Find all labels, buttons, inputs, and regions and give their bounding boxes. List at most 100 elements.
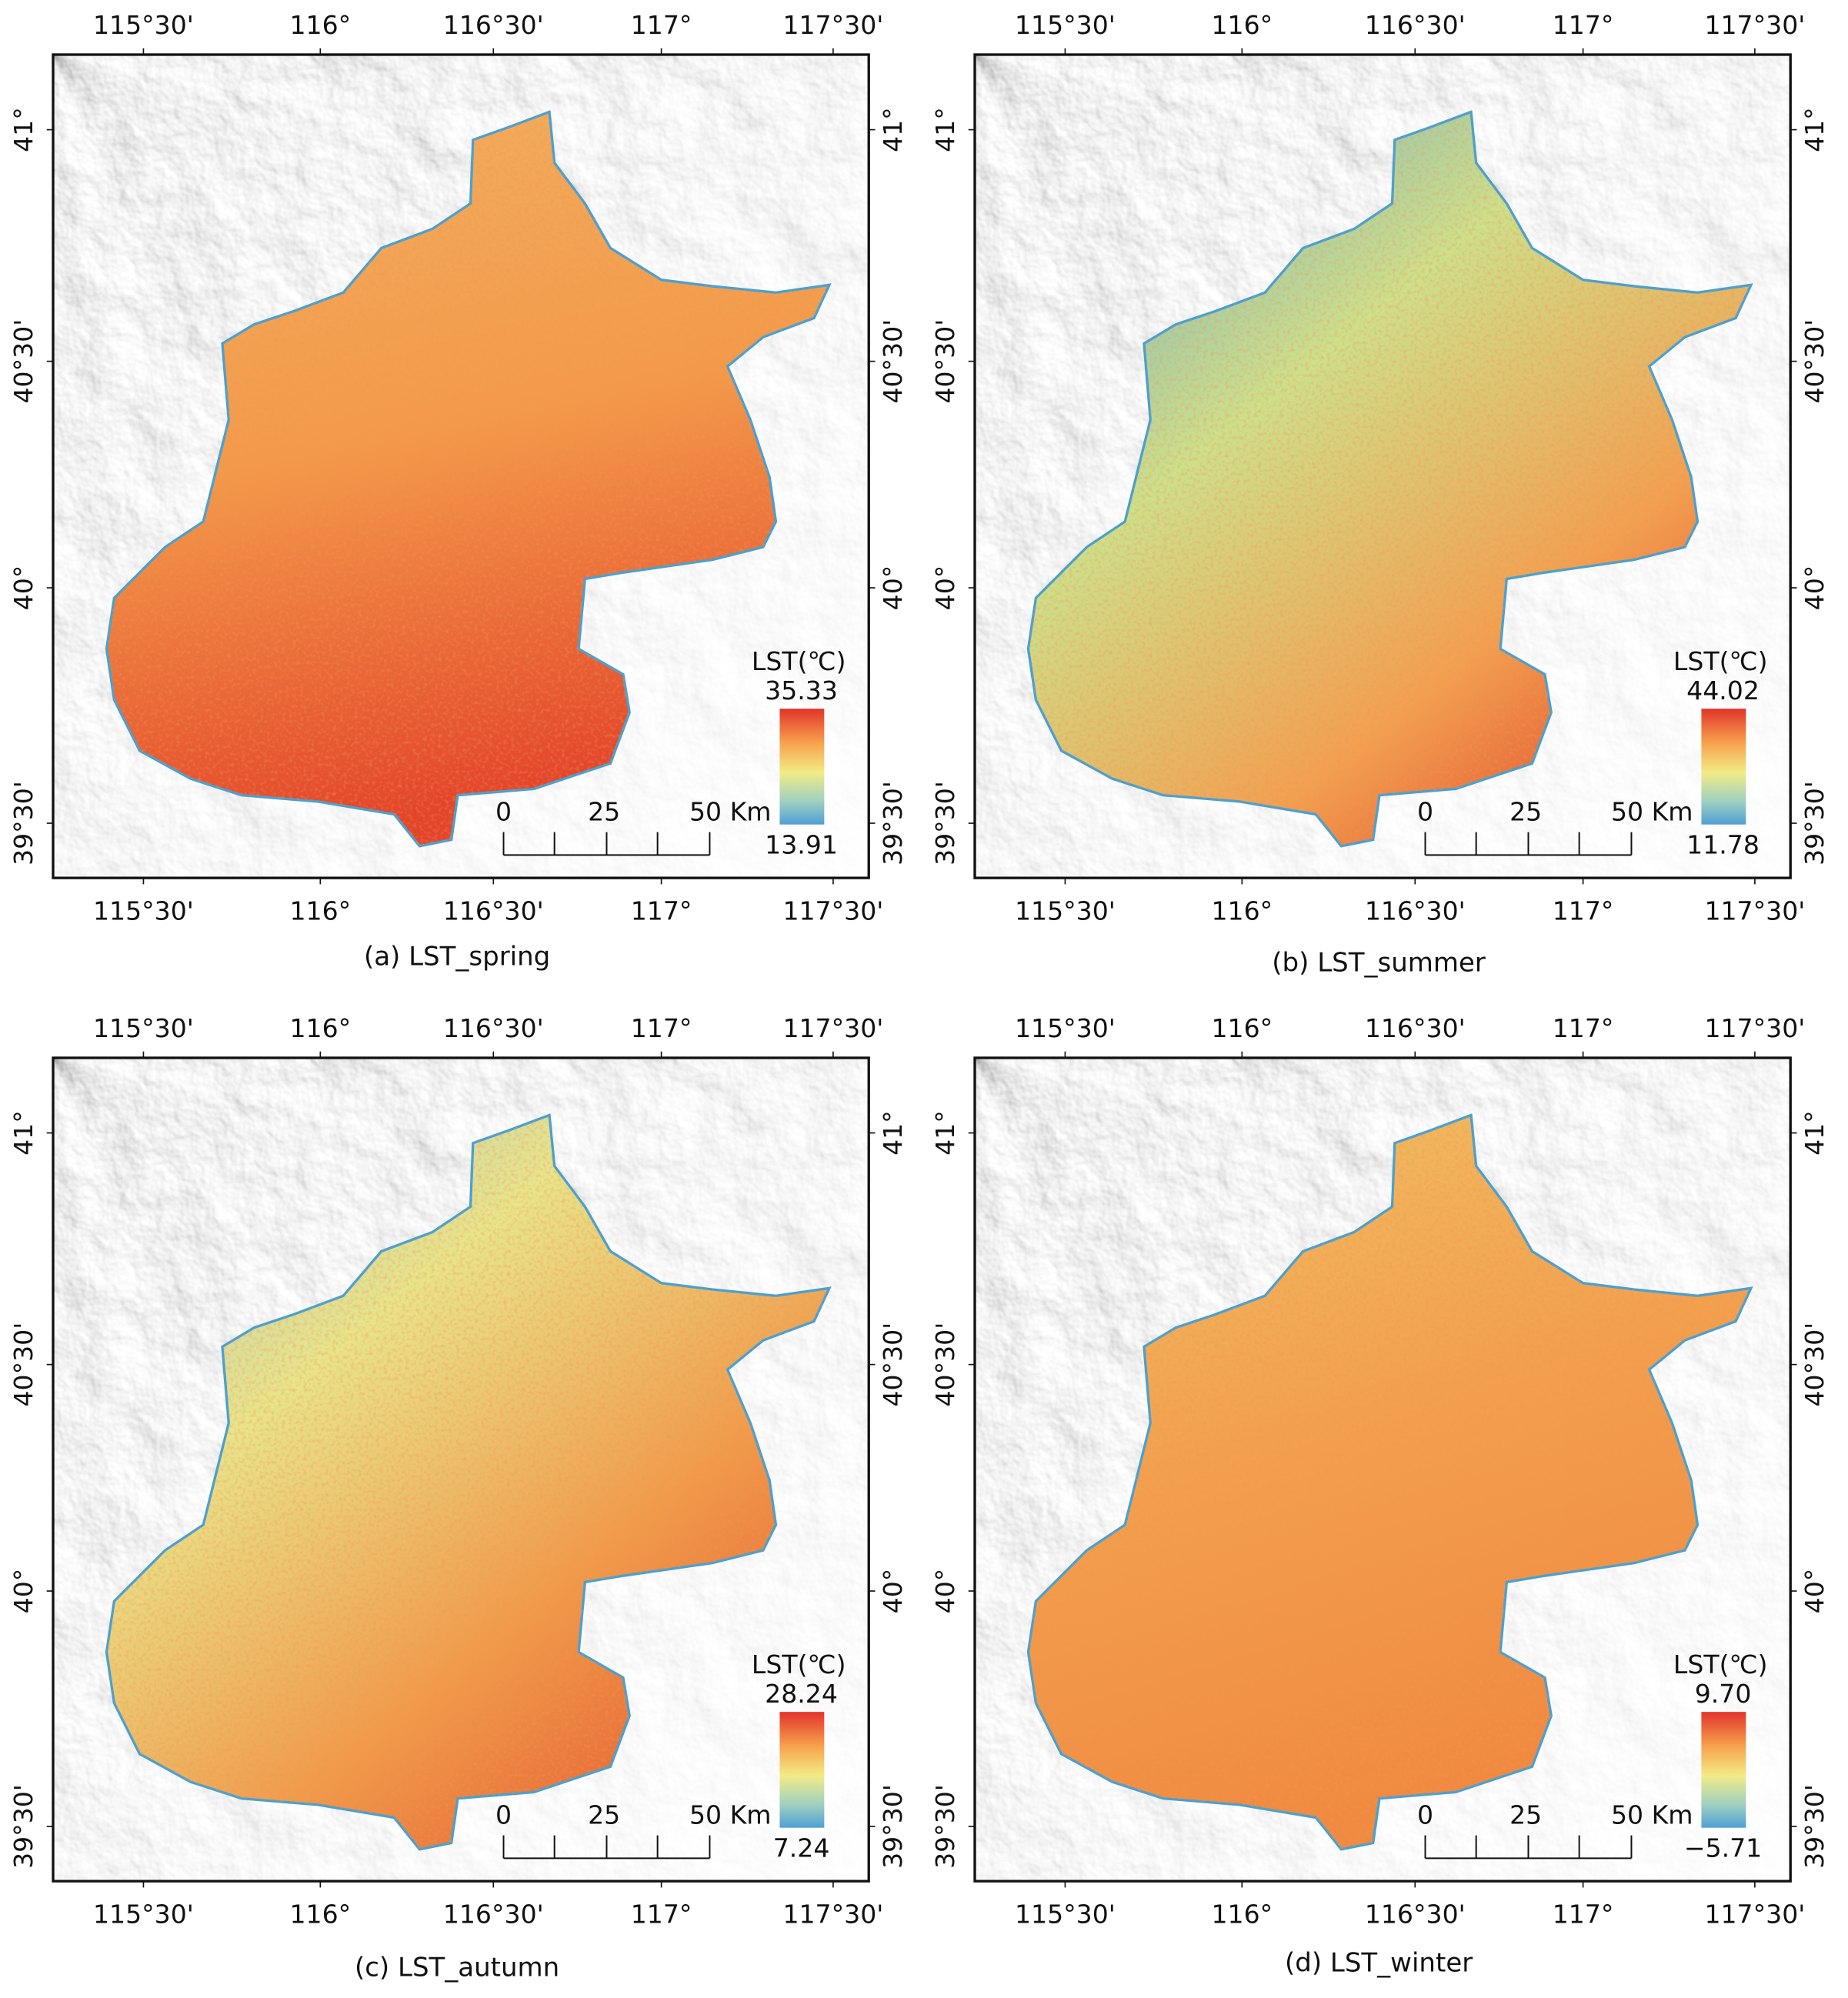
lon-label-bottom: 117°30' — [1704, 896, 1805, 926]
lat-label-right: 39°30' — [1800, 1784, 1830, 1869]
lon-label-bottom: 117°30' — [1704, 1899, 1805, 1929]
panel-caption: (b) LST_summer — [1272, 948, 1486, 979]
legend-max: 9.70 — [1695, 1679, 1752, 1709]
lat-label-left: 41° — [930, 107, 960, 152]
lon-label-bottom: 116°30' — [1365, 896, 1466, 926]
scale-label: 25 — [588, 796, 620, 826]
map-content — [975, 1058, 1791, 1882]
lat-label-right: 39°30' — [878, 781, 908, 866]
lat-label-left: 41° — [8, 107, 38, 152]
scale-label: 50 Km — [689, 1800, 772, 1830]
scale-label: 25 — [1509, 796, 1542, 826]
map-frame — [52, 53, 870, 879]
lat-label-right: 40°30' — [878, 319, 908, 404]
lat-label-right: 41° — [878, 107, 908, 152]
lon-label-top: 117°30' — [782, 1013, 883, 1043]
legend-min: 13.91 — [765, 829, 838, 859]
color-bar — [779, 1712, 825, 1828]
lat-label-right: 39°30' — [1800, 781, 1830, 866]
map-panel: 115°30' 115°30' 116° 116° 116°30' 116°30' 117°… — [930, 1013, 1830, 1929]
lon-label-top: 116°30' — [443, 10, 544, 40]
lon-label-bottom: 117°30' — [782, 1899, 883, 1929]
map-panel: 115°30' 115°30' 116° 116° 116°30' 116°30' 117°… — [930, 10, 1830, 926]
map-panel: 115°30' 115°30' 116° 116° 116°30' 116°30' 117°… — [8, 1013, 908, 1929]
legend-title: LST(℃) — [752, 646, 846, 676]
lon-label-top: 116° — [289, 1013, 351, 1043]
scale-label: 50 Km — [1611, 1800, 1693, 1830]
lat-label-left: 39°30' — [8, 781, 38, 866]
lat-label-left: 39°30' — [930, 781, 960, 866]
lon-label-bottom: 116° — [1211, 1899, 1273, 1929]
color-bar — [1701, 1712, 1746, 1828]
lat-label-right: 41° — [1800, 107, 1830, 152]
lat-label-right: 41° — [878, 1110, 908, 1156]
map-panel: 115°30' 115°30' 116° 116° 116°30' 116°30' 117°… — [8, 10, 908, 926]
scale-label: 0 — [495, 796, 512, 826]
legend-max: 28.24 — [765, 1679, 838, 1709]
lat-label-right: 40° — [1800, 565, 1830, 611]
legend-max: 35.33 — [765, 675, 838, 705]
lat-label-left: 39°30' — [930, 1784, 960, 1869]
lat-label-left: 39°30' — [8, 1784, 38, 1869]
lon-label-top: 116° — [1211, 10, 1273, 40]
lon-label-bottom: 117° — [631, 896, 692, 926]
lon-label-top: 116° — [289, 10, 351, 40]
lon-label-top: 115°30' — [1015, 10, 1116, 40]
lon-label-bottom: 115°30' — [93, 1899, 194, 1929]
color-bar — [779, 709, 825, 825]
panel-caption: (d) LST_winter — [1285, 1948, 1473, 1979]
lon-label-bottom: 116°30' — [1365, 1899, 1466, 1929]
lon-label-bottom: 116° — [289, 896, 351, 926]
scale-label: 25 — [1509, 1800, 1542, 1830]
lon-label-top: 117° — [1553, 1013, 1614, 1043]
legend-min: −5.71 — [1684, 1833, 1762, 1863]
legend-title: LST(℃) — [752, 1649, 846, 1679]
lat-label-left: 40° — [8, 1569, 38, 1614]
lon-label-bottom: 117° — [1553, 1899, 1614, 1929]
map-content — [53, 55, 869, 879]
lon-label-bottom: 115°30' — [1015, 896, 1116, 926]
legend-max: 44.02 — [1686, 675, 1760, 705]
scale-label: 0 — [1417, 796, 1433, 826]
lon-label-top: 115°30' — [93, 10, 194, 40]
lon-label-top: 116°30' — [443, 1013, 544, 1043]
lat-label-right: 41° — [1800, 1110, 1830, 1156]
map-frame — [973, 1056, 1792, 1883]
lon-label-top: 116°30' — [1365, 1013, 1466, 1043]
panel-caption: (c) LST_autumn — [355, 1953, 559, 1983]
scale-label: 50 Km — [1611, 796, 1693, 826]
map-content — [53, 1058, 869, 1882]
lon-label-top: 117°30' — [782, 10, 883, 40]
lat-label-left: 40° — [8, 565, 38, 611]
lon-label-top: 117° — [631, 1013, 692, 1043]
lon-label-bottom: 117° — [631, 1899, 692, 1929]
lon-label-bottom: 116°30' — [443, 896, 544, 926]
lon-label-top: 116° — [1211, 1013, 1273, 1043]
scale-label: 0 — [495, 1800, 512, 1830]
legend-title: LST(℃) — [1673, 646, 1768, 676]
scale-label: 0 — [1417, 1800, 1433, 1830]
lon-label-bottom: 116°30' — [443, 1899, 544, 1929]
lat-label-left: 40°30' — [930, 319, 960, 404]
lat-label-right: 40° — [878, 565, 908, 611]
lon-label-bottom: 116° — [289, 1899, 351, 1929]
lat-label-right: 40°30' — [878, 1323, 908, 1407]
lat-label-left: 40° — [930, 565, 960, 611]
lon-label-top: 116°30' — [1365, 10, 1466, 40]
lon-label-top: 117°30' — [1704, 1013, 1805, 1043]
lon-label-top: 117° — [1553, 10, 1614, 40]
scale-label: 25 — [588, 1800, 620, 1830]
lat-label-right: 39°30' — [878, 1784, 908, 1869]
lat-label-left: 40°30' — [8, 319, 38, 404]
lon-label-bottom: 117°30' — [782, 896, 883, 926]
lon-label-top: 117° — [631, 10, 692, 40]
lon-label-bottom: 115°30' — [1015, 1899, 1116, 1929]
lon-label-bottom: 116° — [1211, 896, 1273, 926]
legend-title: LST(℃) — [1673, 1649, 1768, 1679]
map-frame — [52, 1056, 870, 1883]
lon-label-top: 117°30' — [1704, 10, 1805, 40]
map-content — [975, 55, 1791, 879]
lat-label-right: 40°30' — [1800, 319, 1830, 404]
map-frame — [973, 53, 1792, 879]
